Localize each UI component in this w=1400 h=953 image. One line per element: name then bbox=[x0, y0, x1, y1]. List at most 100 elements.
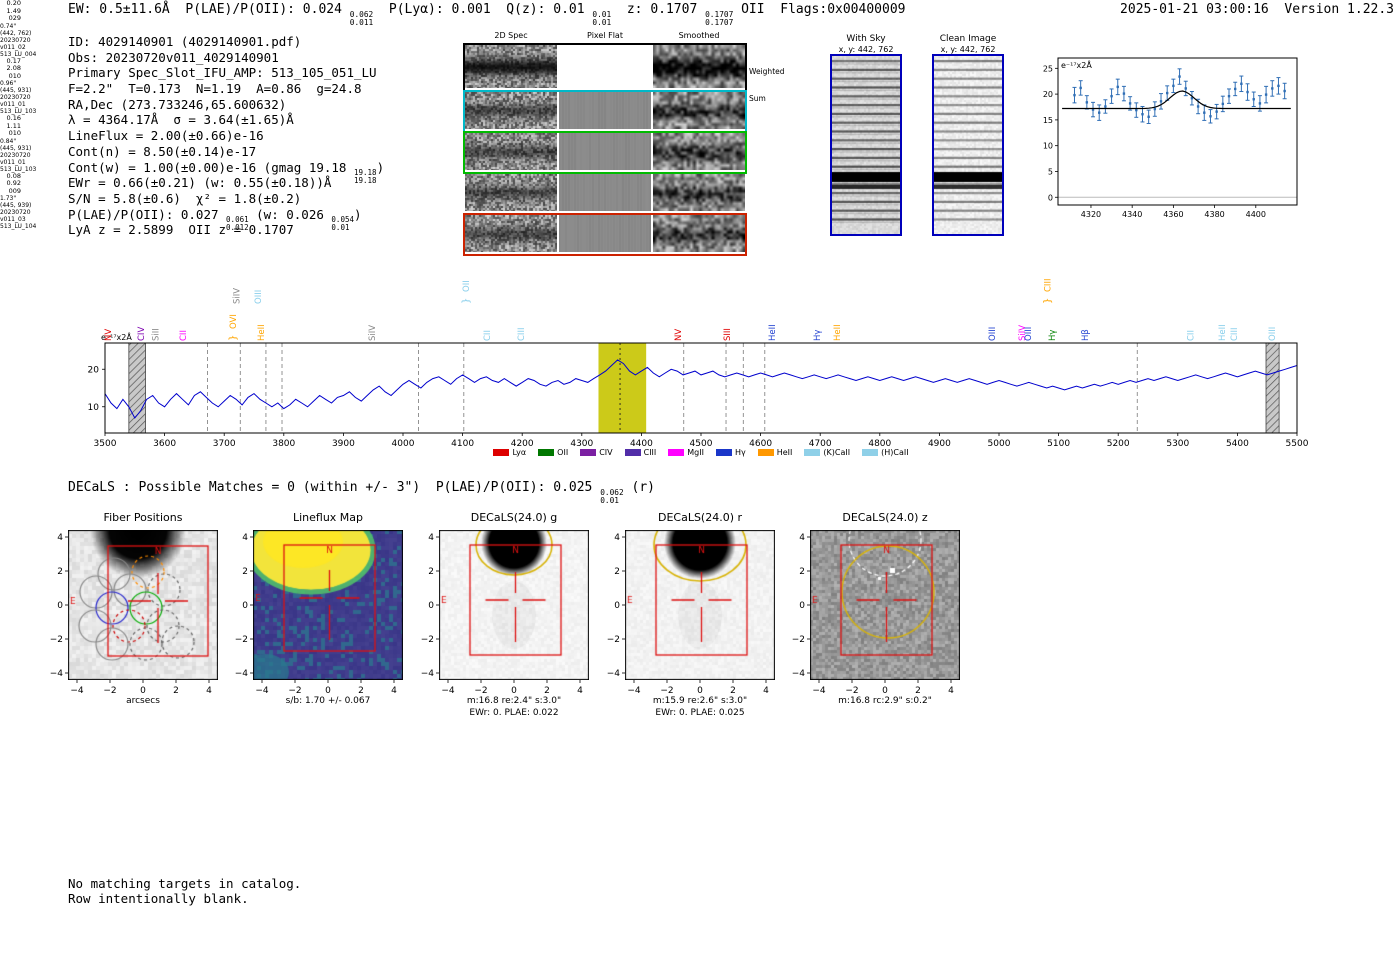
line-label-OVI-4: OVI bbox=[229, 314, 239, 329]
panel-ytick-label: 4 bbox=[242, 533, 248, 543]
panel-xtick-label: 2 bbox=[915, 686, 921, 696]
legend-item-Hγ: Hγ bbox=[715, 448, 746, 457]
panel-xtick-label: −4 bbox=[627, 686, 641, 696]
spec2d-header-smoothed: Smoothed bbox=[678, 31, 720, 40]
panel-xtick-label: 0 bbox=[511, 686, 517, 696]
cutout-caption-decals_r-1: EWr: 0. PLAE: 0.025 bbox=[655, 708, 745, 718]
legend-swatch bbox=[538, 449, 555, 456]
spec2d-header-2dspec: 2D Spec bbox=[494, 31, 528, 40]
panel-ytick-label: −4 bbox=[50, 669, 64, 679]
panel-xtick-label: −2 bbox=[660, 686, 673, 696]
spec2d-row0-2dspec bbox=[465, 45, 557, 88]
legend-label: CIV bbox=[599, 448, 613, 457]
panel-xtick-label: −2 bbox=[845, 686, 858, 696]
info-line-11: P(LAE)/P(OII): 0.027 0.061 0.012 (w: 0.02… bbox=[68, 206, 362, 232]
legend-label: CIII bbox=[643, 448, 657, 457]
cutout-title-fibers: Fiber Positions bbox=[103, 511, 183, 524]
panel-ytick-label: 0 bbox=[799, 601, 805, 611]
panel-ytick-label: 4 bbox=[799, 533, 805, 543]
panel-xtick-label: 0 bbox=[325, 686, 331, 696]
legend-item-CIV: CIV bbox=[580, 448, 613, 457]
panel-ytick-label: −2 bbox=[607, 635, 620, 645]
weighted-sum-label: Weighted Sum bbox=[749, 49, 785, 121]
with-sky-title: With Sky bbox=[846, 34, 886, 44]
panel-ytick-label: 0 bbox=[614, 601, 620, 611]
cutout-caption-decals_g-1: EWr: 0. PLAE: 0.022 bbox=[469, 708, 559, 718]
line-label-OIII-26: OIII bbox=[1268, 327, 1278, 341]
legend-label: MgII bbox=[687, 448, 704, 457]
legend-item-CIII: CIII bbox=[624, 448, 657, 457]
line-label-OIII-6: OIII bbox=[254, 290, 264, 304]
decals-matches-line: DECaLS : Possible Matches = 0 (within +/… bbox=[68, 480, 656, 505]
line-label-SiIV-8: SiIV bbox=[368, 325, 378, 341]
panel-ytick-label: 2 bbox=[799, 567, 805, 577]
legend-item-(H)CaII: (H)CaII bbox=[862, 448, 909, 457]
spec2d-header-pixelflat: Pixel Flat bbox=[587, 31, 623, 40]
line-label-CII-10: CII bbox=[483, 330, 493, 341]
info-line-7: Cont(n) = 8.50(±0.14)e-17 bbox=[68, 143, 257, 159]
spec2d-row0-smoothed bbox=[653, 45, 745, 88]
panel-xtick-label: −4 bbox=[812, 686, 826, 696]
legend-swatch bbox=[580, 449, 597, 456]
cutout-caption-decals_r-0: m:15.9 re:2.6" s:3.0" bbox=[652, 696, 748, 706]
line-label-SiII-2: SiII bbox=[152, 328, 162, 341]
line-label-CIV-1: CIV bbox=[137, 327, 147, 341]
panel-xtick-label: −4 bbox=[255, 686, 269, 696]
with-sky-image bbox=[832, 56, 900, 234]
line-label-NV-12: NV bbox=[674, 329, 684, 341]
line-label-HeII-7: HeII bbox=[257, 324, 267, 341]
panel-ytick-label: −4 bbox=[607, 669, 621, 679]
panel-xtick-label: −2 bbox=[103, 686, 116, 696]
info-line-5: λ = 4364.17Å σ = 3.64(±1.65)Å bbox=[68, 112, 294, 128]
cutout-title-decals_g: DECaLS(24.0) g bbox=[470, 511, 558, 524]
panel-ytick-label: 0 bbox=[57, 601, 63, 611]
panel-ytick-label: −4 bbox=[792, 669, 806, 679]
fit-ytick-label: 25 bbox=[1043, 64, 1053, 73]
panel-xtick-label: −2 bbox=[288, 686, 301, 696]
panel-ytick-label: 0 bbox=[428, 601, 434, 611]
line-label-NV-0: NV bbox=[104, 329, 114, 341]
line-label-SIII-13: SIII bbox=[723, 328, 733, 341]
info-line-2: Primary Spec_Slot_IFU_AMP: 513_105_051_L… bbox=[68, 65, 377, 81]
info-line-1: Obs: 20230720v011_4029140901 bbox=[68, 49, 279, 65]
header-summary-line: EW: 0.5±11.6Å P(LAE)/P(OII): 0.024 0.062… bbox=[68, 2, 906, 27]
line-label-brace-9: } bbox=[461, 298, 472, 304]
spec2d-row1-meta: 0.74" (442, 762) 20230720 v011_02 513_LU_004 bbox=[0, 22, 37, 58]
panel-xtick-label: 2 bbox=[544, 686, 550, 696]
panel-ytick-label: 4 bbox=[614, 533, 620, 543]
spec2d-row3-smoothed bbox=[653, 174, 745, 211]
panel-ytick-label: 0 bbox=[242, 601, 248, 611]
report-timestamp: 2025-01-21 03:00:16 bbox=[1120, 2, 1269, 17]
info-line-9: EWr = 0.66(±0.21) (w: 0.55(±0.18))Å bbox=[68, 175, 332, 191]
line-label-HeII-24: HeII bbox=[1218, 324, 1228, 341]
masked-region-0 bbox=[128, 342, 146, 434]
panel-ytick-label: 2 bbox=[57, 567, 63, 577]
detection-info-block: ID: 4029140901 (4029140901.pdf) Obs: 2023… bbox=[68, 34, 384, 238]
panel-ytick-label: 2 bbox=[242, 567, 248, 577]
spec2d-row4-pixelflat bbox=[559, 215, 651, 252]
clean-image-title: Clean Image bbox=[939, 34, 997, 44]
line-label-CIII-11: CIII bbox=[517, 328, 527, 341]
spec2d-row2-2dspec bbox=[465, 133, 557, 170]
cutout-decals_r bbox=[625, 530, 775, 680]
weighted-sum-line2: Sum bbox=[749, 94, 766, 103]
header-meta: 2025-01-21 03:00:16 Version 1.22.3 bbox=[1120, 2, 1394, 17]
info-line-3: F=2.2" T=0.173 N=1.19 A=0.86 g=24.8 bbox=[68, 81, 362, 97]
panel-xtick-label: 0 bbox=[882, 686, 888, 696]
cutout-fibers bbox=[68, 530, 218, 680]
info-line-8: Cont(w) = 1.00(±0.00)e-16 (gmag 19.18 19… bbox=[68, 159, 385, 185]
panel-ytick-label: 2 bbox=[614, 567, 620, 577]
spec2d-row1-smoothed bbox=[653, 92, 745, 129]
legend-label: Lyα bbox=[512, 448, 527, 457]
panel-xtick-label: 4 bbox=[577, 686, 583, 696]
footer-line-1: No matching targets in catalog. bbox=[68, 876, 302, 891]
fit-ytick-label: 15 bbox=[1043, 116, 1053, 125]
line-label-OII-9: OII bbox=[462, 280, 472, 292]
data-point bbox=[1147, 115, 1150, 118]
panel-xtick-label: −2 bbox=[474, 686, 487, 696]
legend-swatch bbox=[624, 449, 641, 456]
info-line-10: S/N = 5.8(±0.6) χ² = 1.8(±0.2) bbox=[68, 190, 302, 206]
legend-swatch bbox=[862, 449, 879, 456]
spec2d-row1-pixelflat bbox=[559, 92, 651, 129]
legend-item-(K)CaII: (K)CaII bbox=[804, 448, 850, 457]
